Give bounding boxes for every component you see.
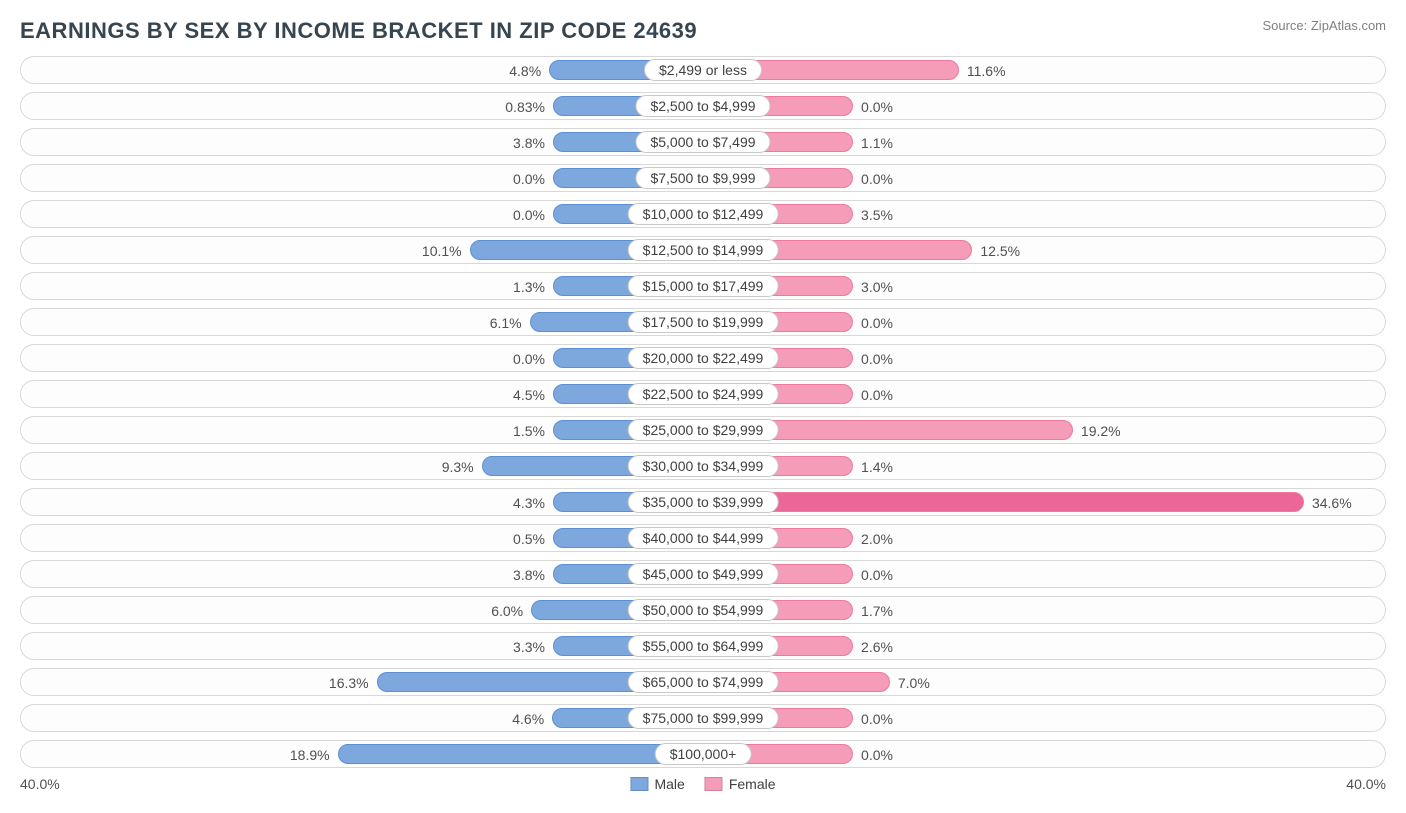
pct-female-label: 3.5% [861,201,893,229]
pct-male-label: 3.8% [513,561,545,589]
bracket-label: $25,000 to $29,999 [628,419,779,441]
pct-male-label: 9.3% [442,453,474,481]
bracket-label: $100,000+ [655,743,752,765]
bracket-label: $55,000 to $64,999 [628,635,779,657]
legend-male-label: Male [654,776,684,792]
pct-male-label: 4.6% [512,705,544,733]
pct-male-label: 0.0% [513,345,545,373]
pct-female-label: 0.0% [861,705,893,733]
pct-male-label: 3.8% [513,129,545,157]
bracket-label: $20,000 to $22,499 [628,347,779,369]
pct-male-label: 18.9% [290,741,330,769]
chart-row: 4.3% 34.6% $35,000 to $39,999 [20,488,1386,516]
pct-female-label: 19.2% [1081,417,1121,445]
pct-male-label: 0.5% [513,525,545,553]
pct-female-label: 0.0% [861,165,893,193]
chart-row: 1.5% 19.2% $25,000 to $29,999 [20,416,1386,444]
pct-female-label: 0.0% [861,309,893,337]
bracket-label: $2,500 to $4,999 [635,95,770,117]
bracket-label: $45,000 to $49,999 [628,563,779,585]
pct-female-label: 7.0% [898,669,930,697]
legend-male-swatch [630,777,648,791]
pct-male-label: 0.0% [513,165,545,193]
legend-male: Male [630,776,684,792]
bracket-label: $7,500 to $9,999 [635,167,770,189]
chart-row: 6.0% 1.7% $50,000 to $54,999 [20,596,1386,624]
chart-row: 0.83% 0.0% $2,500 to $4,999 [20,92,1386,120]
pct-male-label: 0.83% [505,93,545,121]
pct-female-label: 2.6% [861,633,893,661]
pct-male-label: 4.3% [513,489,545,517]
legend-female-swatch [705,777,723,791]
bracket-label: $15,000 to $17,499 [628,275,779,297]
chart-row: 4.6% 0.0% $75,000 to $99,999 [20,704,1386,732]
pct-male-label: 0.0% [513,201,545,229]
bar-female [703,492,1304,512]
bracket-label: $40,000 to $44,999 [628,527,779,549]
pct-male-label: 16.3% [329,669,369,697]
legend: Male Female [630,776,775,792]
pct-male-label: 1.5% [513,417,545,445]
pct-male-label: 4.8% [509,57,541,85]
pct-female-label: 1.7% [861,597,893,625]
diverging-bar-chart: 4.8% 11.6% $2,499 or less 0.83% 0.0% $2,500 t… [20,56,1386,768]
pct-female-label: 0.0% [861,741,893,769]
bar-male [338,744,703,764]
bracket-label: $17,500 to $19,999 [628,311,779,333]
pct-female-label: 0.0% [861,93,893,121]
pct-female-label: 3.0% [861,273,893,301]
chart-row: 0.0% 0.0% $7,500 to $9,999 [20,164,1386,192]
chart-row: 0.5% 2.0% $40,000 to $44,999 [20,524,1386,552]
chart-row: 6.1% 0.0% $17,500 to $19,999 [20,308,1386,336]
pct-male-label: 1.3% [513,273,545,301]
bracket-label: $75,000 to $99,999 [628,707,779,729]
pct-female-label: 11.6% [967,57,1006,85]
chart-row: 1.3% 3.0% $15,000 to $17,499 [20,272,1386,300]
pct-female-label: 34.6% [1312,489,1352,517]
bracket-label: $35,000 to $39,999 [628,491,779,513]
bracket-label: $10,000 to $12,499 [628,203,779,225]
chart-title: EARNINGS BY SEX BY INCOME BRACKET IN ZIP… [20,18,697,44]
pct-female-label: 12.5% [980,237,1020,265]
pct-female-label: 1.1% [861,129,893,157]
pct-male-label: 6.1% [490,309,522,337]
chart-row: 10.1% 12.5% $12,500 to $14,999 [20,236,1386,264]
bracket-label: $2,499 or less [644,59,762,81]
legend-female: Female [705,776,776,792]
chart-row: 3.8% 1.1% $5,000 to $7,499 [20,128,1386,156]
pct-male-label: 10.1% [422,237,462,265]
axis-max-right: 40.0% [1346,776,1386,792]
chart-row: 3.8% 0.0% $45,000 to $49,999 [20,560,1386,588]
chart-row: 16.3% 7.0% $65,000 to $74,999 [20,668,1386,696]
chart-row: 0.0% 3.5% $10,000 to $12,499 [20,200,1386,228]
pct-female-label: 0.0% [861,561,893,589]
chart-source: Source: ZipAtlas.com [1262,18,1386,33]
chart-row: 4.8% 11.6% $2,499 or less [20,56,1386,84]
bracket-label: $5,000 to $7,499 [635,131,770,153]
bracket-label: $30,000 to $34,999 [628,455,779,477]
bracket-label: $50,000 to $54,999 [628,599,779,621]
pct-female-label: 0.0% [861,381,893,409]
chart-row: 9.3% 1.4% $30,000 to $34,999 [20,452,1386,480]
axis-max-left: 40.0% [20,776,60,792]
bracket-label: $22,500 to $24,999 [628,383,779,405]
pct-male-label: 6.0% [491,597,523,625]
pct-female-label: 1.4% [861,453,893,481]
bracket-label: $65,000 to $74,999 [628,671,779,693]
chart-row: 3.3% 2.6% $55,000 to $64,999 [20,632,1386,660]
chart-footer: 40.0% Male Female 40.0% [20,776,1386,806]
pct-male-label: 3.3% [513,633,545,661]
chart-header: EARNINGS BY SEX BY INCOME BRACKET IN ZIP… [20,18,1386,44]
legend-female-label: Female [729,776,776,792]
chart-row: 18.9% 0.0% $100,000+ [20,740,1386,768]
chart-row: 4.5% 0.0% $22,500 to $24,999 [20,380,1386,408]
pct-female-label: 0.0% [861,345,893,373]
chart-row: 0.0% 0.0% $20,000 to $22,499 [20,344,1386,372]
pct-male-label: 4.5% [513,381,545,409]
bracket-label: $12,500 to $14,999 [628,239,779,261]
pct-female-label: 2.0% [861,525,893,553]
